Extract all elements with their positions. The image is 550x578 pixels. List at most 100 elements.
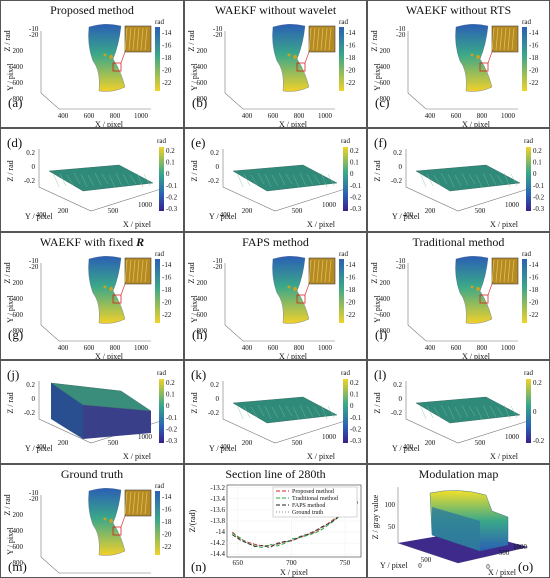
surface-mesh: [243, 173, 251, 187]
inset-texture: [140, 259, 144, 283]
z-tick: -20: [213, 31, 223, 39]
series-line: [232, 499, 359, 549]
surface-mesh: [320, 172, 328, 188]
z-tick: 0.2: [210, 149, 219, 157]
inset-texture: [124, 259, 128, 283]
inset-connector: [304, 283, 310, 296]
feature-mark: [103, 53, 107, 57]
inset-texture: [132, 27, 136, 51]
panel-title: WAEKF without RTS: [405, 3, 512, 17]
surface-mesh: [94, 172, 102, 186]
z-tick: 0: [32, 395, 36, 403]
y-axis-label: Z/(rad): [188, 509, 197, 532]
surface-mesh: [278, 404, 286, 418]
panel-title: Ground truth: [60, 467, 124, 481]
panel-letter: (l): [374, 367, 387, 382]
surface-mesh: [475, 406, 483, 420]
z-tick: -20: [29, 31, 39, 39]
z-tick: -0.2: [24, 177, 36, 185]
colorbar: [159, 147, 164, 211]
z-tick: -0.2: [391, 409, 403, 417]
z-axis-label: Z / rad: [370, 30, 379, 51]
inset-texture: [320, 27, 324, 51]
surface-mesh: [419, 172, 427, 188]
z-tick: -10: [213, 25, 223, 33]
y-tick-label: -13.2: [210, 484, 225, 492]
colorbar-unit: rad: [157, 137, 166, 145]
colorbar-tick: -16: [162, 506, 172, 514]
colorbar-tick: -16: [529, 274, 539, 282]
z-axis-label: Z / rad: [373, 392, 382, 413]
colorbar: [155, 259, 160, 323]
y-tick: 400: [36, 211, 47, 219]
colorbar-tick: -18: [529, 286, 539, 294]
inset-texture: [124, 27, 128, 51]
z-tick: -0.2: [208, 177, 220, 185]
panel-title: Traditional method: [412, 235, 505, 249]
colorbar-tick: 0.1: [350, 391, 359, 399]
colorbar-tick: -18: [162, 286, 172, 294]
x-tick: 800: [294, 112, 305, 120]
colorbar-tick: 0: [533, 170, 537, 178]
z-axis-label: Z / rad: [190, 160, 199, 181]
y-axis-label: Y / pixel: [392, 444, 420, 453]
roi-box: [296, 294, 306, 304]
colorbar: [339, 27, 344, 91]
inset-connector: [120, 283, 126, 296]
colorbar-unit: rad: [339, 250, 348, 258]
y-tick: 800: [197, 95, 208, 103]
y-tick: 600: [380, 311, 391, 319]
colorbar: [522, 27, 527, 91]
colorbar-tick: -20: [162, 531, 172, 539]
colorbar-tick: -22: [529, 311, 539, 319]
colorbar-tick: -22: [162, 311, 172, 319]
z-axis-label: Z / rad: [370, 262, 379, 283]
legend-label: Traditional method: [292, 496, 338, 502]
feature-mark: [109, 287, 113, 291]
panel-title: Section line of 280th: [225, 467, 326, 481]
surface-mesh: [433, 406, 441, 418]
colorbar: [159, 379, 164, 443]
colorbar: [155, 27, 160, 91]
y-axis-label: Y / pixel: [190, 294, 199, 322]
phase-surface: [88, 256, 126, 324]
phase-surface: [88, 488, 126, 556]
colorbar-tick: 0: [166, 402, 170, 410]
inset-texture: [308, 259, 312, 283]
x-tick: 1000: [501, 112, 516, 120]
surface-mesh: [313, 174, 321, 185]
colorbar-tick: -18: [346, 54, 356, 62]
y-axis-label: Y / pixel: [392, 212, 420, 221]
colorbar-tick: -0.3: [350, 205, 362, 213]
x-tick: 1000: [134, 576, 149, 577]
y-tick: 500: [421, 556, 432, 564]
surface-mesh: [426, 405, 434, 419]
colorbar-unit: rad: [157, 369, 166, 377]
x-tick: 1000: [505, 433, 520, 441]
axis-frame: [224, 263, 335, 342]
phase-surface: [455, 24, 493, 92]
z-tick: -0.2: [208, 409, 220, 417]
surface-mesh: [419, 404, 427, 420]
x-tick: 400: [58, 112, 69, 120]
inset-texture: [132, 491, 136, 515]
z-tick: 100: [385, 501, 396, 509]
colorbar-tick: -0.2: [166, 193, 178, 201]
colorbar: [522, 259, 527, 323]
inset-connector: [304, 51, 310, 64]
surface-mesh: [503, 404, 511, 420]
z-tick: 0.2: [26, 381, 35, 389]
colorbar-tick: -0.2: [350, 425, 362, 433]
surface-mesh: [129, 174, 137, 185]
surface-mesh: [426, 173, 434, 187]
surface-mesh: [510, 173, 518, 187]
colorbar: [343, 379, 348, 443]
colorbar-tick: -20: [346, 67, 356, 75]
x-tick: 400: [425, 112, 436, 120]
panel-title: Modulation map: [418, 467, 499, 481]
inset-texture: [499, 27, 503, 51]
y-tick: 800: [13, 327, 24, 335]
error-surface-side: [51, 383, 83, 439]
